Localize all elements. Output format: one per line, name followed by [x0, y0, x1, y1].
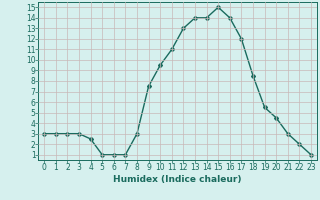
X-axis label: Humidex (Indice chaleur): Humidex (Indice chaleur): [113, 175, 242, 184]
